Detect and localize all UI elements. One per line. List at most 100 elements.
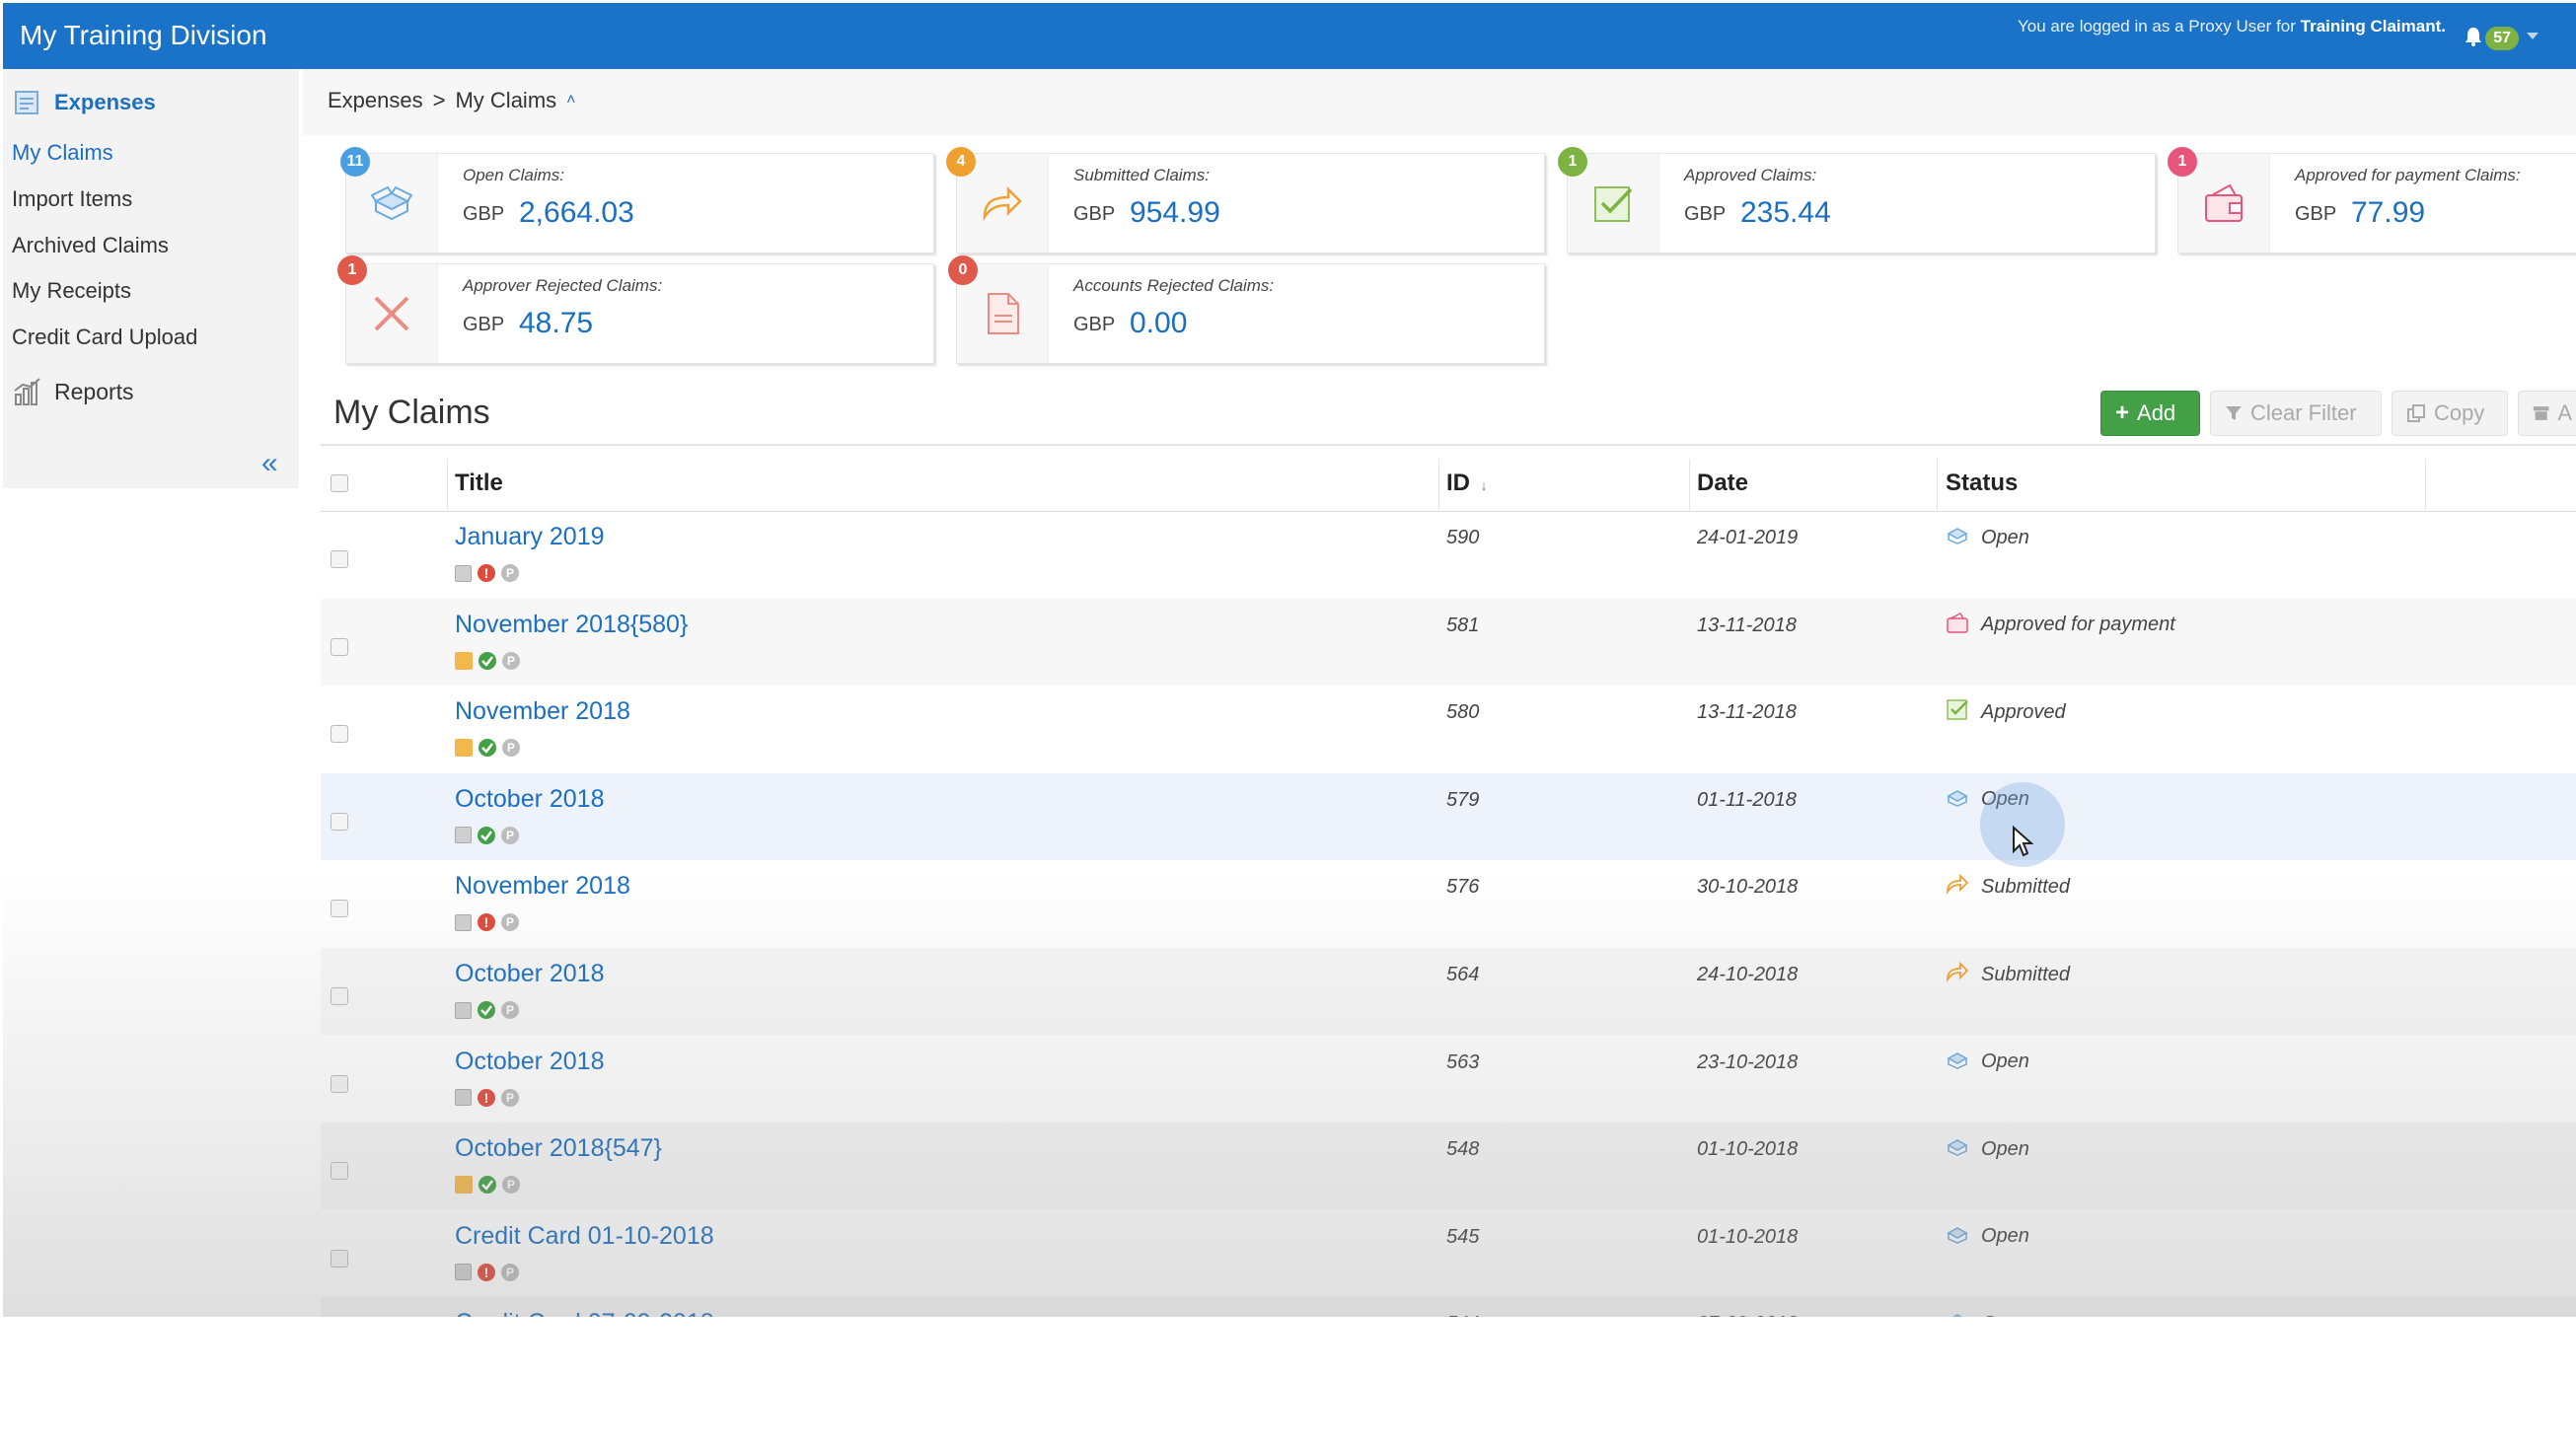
row-checkbox[interactable] xyxy=(331,1249,348,1267)
row-checkbox[interactable] xyxy=(331,725,348,744)
folder-icon xyxy=(455,651,473,670)
breadcrumb-expenses[interactable]: Expenses xyxy=(328,88,423,112)
table-row[interactable]: Credit Card 01-10-2018! P 545 01-10-2018 Ope… xyxy=(321,1210,2576,1297)
summary-card-approved[interactable]: Approved Claims: GBP 235.44 xyxy=(1567,153,2156,253)
info-icon[interactable]: P xyxy=(501,826,519,844)
column-separator xyxy=(447,459,448,510)
info-icon[interactable]: P xyxy=(501,913,519,932)
sidebar-item-archived-claims[interactable]: Archived Claims xyxy=(12,233,169,257)
row-checkbox[interactable] xyxy=(331,812,348,831)
claim-date: 24-10-2018 xyxy=(1697,964,1799,985)
column-header-status[interactable]: Status xyxy=(1946,470,2019,496)
summary-card-open[interactable]: Open Claims: GBP 2,664.03 xyxy=(345,153,934,253)
table-row[interactable]: November 2018! P 576 30-10-2018 Submitted xyxy=(321,860,2576,947)
claim-id: 590 xyxy=(1446,527,1480,548)
error-icon: ! xyxy=(478,564,495,582)
table-row[interactable]: November 2018 P 580 13-11-2018 Approved xyxy=(321,686,2576,772)
info-icon[interactable]: P xyxy=(502,739,520,758)
notification-count-badge[interactable]: 57 xyxy=(2485,27,2519,50)
chevron-down-icon[interactable] xyxy=(2527,33,2539,39)
info-icon[interactable]: P xyxy=(501,564,519,582)
info-icon[interactable]: P xyxy=(501,1088,519,1107)
card-currency: GBP xyxy=(463,203,505,225)
column-header-title[interactable]: Title xyxy=(455,470,503,496)
row-checkbox[interactable] xyxy=(331,1074,348,1093)
table-row[interactable]: October 2018 P 564 24-10-2018 Submitted xyxy=(321,948,2576,1035)
claim-title-link[interactable]: Credit Card 01-10-2018 xyxy=(455,1221,714,1250)
filter-icon xyxy=(2226,406,2242,420)
proxy-user-name: Training Claimant. xyxy=(2300,17,2446,36)
sidebar-item-import-items[interactable]: Import Items xyxy=(12,186,133,211)
row-checkbox[interactable] xyxy=(331,1162,348,1181)
chevron-up-icon[interactable]: ˄ xyxy=(566,92,576,109)
info-icon[interactable]: P xyxy=(501,1001,519,1019)
claim-status-label: Open xyxy=(1981,788,2029,811)
claim-title-link[interactable]: October 2018 xyxy=(455,960,605,987)
column-header-id[interactable]: ID ↓ xyxy=(1446,470,1488,497)
archive-button[interactable]: A xyxy=(2518,391,2576,436)
clear-filter-button[interactable]: Clear Filter xyxy=(2210,391,2382,436)
summary-card-approver-rejected[interactable]: Approver Rejected Claims: GBP 48.75 xyxy=(345,263,934,364)
row-checkbox[interactable] xyxy=(331,987,348,1005)
card-currency: GBP xyxy=(1684,203,1727,225)
card-amount[interactable]: 235.44 xyxy=(1740,196,1831,229)
info-icon[interactable]: P xyxy=(501,1263,519,1281)
breadcrumb-my-claims: My Claims xyxy=(455,88,557,112)
open-icon xyxy=(1946,1134,1969,1164)
row-indicator-icons: P xyxy=(455,826,519,844)
copy-button[interactable]: Copy xyxy=(2392,391,2508,436)
claim-title-link[interactable]: October 2018{547} xyxy=(455,1134,662,1163)
sidebar-section-expenses[interactable]: Expenses xyxy=(13,89,156,116)
submitted-count-badge: 4 xyxy=(946,147,976,177)
sidebar-item-reports[interactable]: Reports xyxy=(13,377,134,406)
table-row[interactable]: November 2018{580} P 581 13-11-2018 Approved… xyxy=(321,598,2576,686)
error-icon: ! xyxy=(478,1088,495,1107)
copy-label: Copy xyxy=(2434,400,2485,425)
card-amount[interactable]: 2,664.03 xyxy=(519,196,634,229)
column-header-date[interactable]: Date xyxy=(1697,470,1749,496)
app-title[interactable]: My Training Division xyxy=(20,20,267,50)
claim-title-link[interactable]: Credit Card 07-09-2018 xyxy=(455,1309,714,1317)
table-row[interactable]: October 2018 P 579 01-11-2018 Open xyxy=(321,772,2576,860)
section-divider xyxy=(321,444,2576,446)
claim-title-link[interactable]: November 2018{580} xyxy=(455,610,689,638)
claim-title-link[interactable]: October 2018 xyxy=(455,1047,605,1075)
approver-rejected-count-badge: 1 xyxy=(337,255,367,285)
claim-status: Approved for payment xyxy=(1946,611,2175,640)
card-amount[interactable]: 48.75 xyxy=(519,307,594,339)
submitted-icon xyxy=(1946,960,1969,989)
claim-title-link[interactable]: October 2018 xyxy=(455,784,605,813)
claim-status: Submitted xyxy=(1946,872,2070,902)
claim-title-link[interactable]: November 2018 xyxy=(455,697,630,726)
table-row[interactable]: October 2018{547} P 548 01-10-2018 Open xyxy=(321,1122,2576,1210)
sidebar-item-credit-card-upload[interactable]: Credit Card Upload xyxy=(12,325,198,349)
collapse-sidebar-icon[interactable]: « xyxy=(261,447,278,479)
summary-card-accounts-rejected[interactable]: Accounts Rejected Claims: GBP 0.00 xyxy=(956,263,1545,364)
table-row[interactable]: January 2019! P 590 24-01-2019 Open xyxy=(321,511,2576,598)
claim-date: 01-10-2018 xyxy=(1697,1138,1799,1161)
summary-card-submitted[interactable]: Submitted Claims: GBP 954.99 xyxy=(956,153,1545,253)
proxy-user-notice: You are logged in as a Proxy User for Tr… xyxy=(2018,17,2446,36)
card-amount[interactable]: 954.99 xyxy=(1130,196,1220,229)
info-icon[interactable]: P xyxy=(502,651,520,670)
sidebar-item-my-receipts[interactable]: My Receipts xyxy=(12,278,132,303)
claim-status-label: Open xyxy=(1981,1137,2029,1160)
row-checkbox[interactable] xyxy=(331,637,348,656)
info-icon[interactable]: P xyxy=(502,1176,520,1195)
claim-title-link[interactable]: January 2019 xyxy=(455,523,605,550)
reports-icon xyxy=(14,378,40,405)
card-amount[interactable]: 0.00 xyxy=(1130,307,1188,339)
sidebar-item-my-claims[interactable]: My Claims xyxy=(12,140,113,165)
add-button[interactable]: + Add xyxy=(2100,391,2200,436)
claim-id: 545 xyxy=(1446,1225,1480,1248)
summary-card-approved-for-payment[interactable]: Approved for payment Claims: GBP 77.99 xyxy=(2177,153,2576,253)
row-checkbox[interactable] xyxy=(331,550,348,568)
card-amount[interactable]: 77.99 xyxy=(2351,196,2426,229)
bell-icon[interactable] xyxy=(2465,27,2482,46)
claim-title-link[interactable]: November 2018 xyxy=(455,872,630,901)
select-all-checkbox[interactable] xyxy=(331,474,348,492)
claim-status: Open xyxy=(1946,1309,2029,1317)
row-checkbox[interactable] xyxy=(331,900,348,918)
table-row[interactable]: October 2018! P 563 23-10-2018 Open xyxy=(321,1036,2576,1122)
